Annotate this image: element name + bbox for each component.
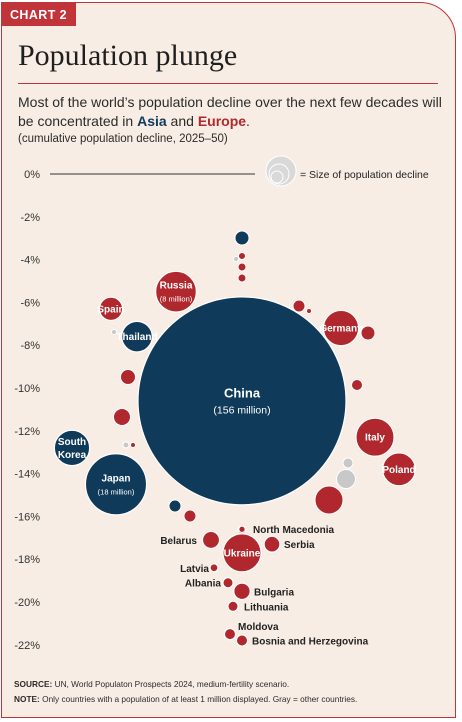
country-label: Lithuania [244, 602, 289, 613]
y-tick-label: 0% [24, 169, 40, 181]
country-label: Albania [185, 579, 222, 590]
y-tick-label: -12% [14, 426, 40, 438]
country-bubble [234, 230, 250, 246]
country-label: Spain [97, 304, 124, 315]
country-bubble [121, 320, 153, 353]
chart-notes: SOURCE: UN, World Populaton Prospects 20… [14, 677, 444, 707]
subtitle-europe: Europe [197, 113, 247, 129]
footnote: NOTE: Only countries with a population o… [14, 694, 358, 704]
country-label: Bosnia and Herzegovina [252, 637, 369, 648]
y-tick-label: -8% [20, 340, 40, 352]
y-tick-label: -16% [14, 511, 40, 523]
country-label: Thailand [116, 332, 157, 343]
country-label: Korea [58, 450, 87, 461]
country-label: Serbia [284, 540, 315, 551]
country-bubble [322, 309, 360, 347]
unit-note: (cumulative population decline, 2025–50) [18, 133, 228, 145]
country-bubble [238, 525, 246, 534]
country-bubble [84, 453, 148, 516]
subtitle-and: and [166, 113, 198, 129]
subtitle-text-1: Most of the world’s population decline o… [18, 94, 442, 129]
y-tick-label: -18% [14, 554, 40, 566]
y-tick-label: -20% [14, 597, 40, 609]
country-bubble [183, 509, 197, 523]
country-bubble [111, 329, 117, 335]
y-tick-label: -2% [20, 212, 40, 224]
country-bubble [342, 457, 354, 469]
country-label: North Macedonia [253, 525, 335, 536]
country-label: Russia [160, 281, 193, 292]
chart-subtitle: Most of the world’s population decline o… [18, 93, 443, 131]
country-bubble [168, 499, 182, 513]
country-bubble [209, 563, 219, 573]
country-bubble [233, 256, 239, 262]
y-tick-label: -14% [14, 469, 40, 481]
y-tick-label: -6% [20, 297, 40, 309]
country-bubble [137, 296, 347, 506]
country-label: Japan [102, 473, 131, 484]
legend-label: = Size of population decline [300, 169, 429, 181]
country-label: Italy [365, 433, 385, 444]
y-tick-label: -4% [20, 255, 40, 267]
country-label: Poland [382, 465, 415, 476]
country-value-label: (8 million) [160, 295, 193, 304]
country-bubble [306, 308, 312, 314]
country-bubble [222, 533, 262, 573]
country-bubble [201, 530, 221, 550]
country-bubble [360, 325, 376, 341]
country-bubble [355, 417, 395, 457]
country-label: Bulgaria [254, 587, 294, 598]
country-bubble [237, 273, 247, 283]
country-bubble [130, 442, 136, 448]
country-bubble [155, 270, 197, 313]
chart-card: CHART 2 Population plunge Most of the wo… [1, 2, 456, 718]
country-bubble [235, 634, 249, 647]
country-bubble [314, 485, 344, 515]
country-bubble [238, 252, 246, 260]
country-bubble [351, 379, 363, 391]
y-tick-label: -10% [14, 383, 40, 395]
chart-tag: CHART 2 [2, 3, 76, 26]
country-label: Belarus [160, 536, 197, 547]
country-bubble [237, 262, 247, 272]
country-label: South [58, 437, 86, 448]
bubble-chart: 0% -2% -4% -6% -8% -10% -12% -14% -16% -18% -20% -2… [14, 155, 429, 652]
y-tick-label: -22% [14, 640, 40, 652]
country-bubble [233, 582, 251, 601]
country-bubble [292, 299, 306, 313]
chart-title: Population plunge [18, 39, 238, 72]
country-label: Ukraine [224, 548, 261, 559]
country-bubble [113, 408, 131, 426]
country-bubble [98, 296, 124, 322]
country-value-label: (156 million) [213, 404, 270, 416]
country-bubble [336, 469, 356, 489]
country-label: Germany [319, 324, 363, 335]
country-label: China [224, 385, 261, 400]
country-bubble [263, 535, 281, 553]
country-bubble [223, 627, 237, 641]
country-bubble [122, 441, 130, 449]
title-rule [18, 83, 438, 84]
legend-circle-small [270, 170, 284, 184]
country-label: Latvia [180, 564, 209, 575]
country-bubble [222, 577, 234, 589]
subtitle-end: . [246, 113, 250, 129]
country-bubble [381, 452, 417, 487]
country-bubble [53, 429, 91, 467]
subtitle-asia: Asia [137, 113, 167, 129]
source-note: SOURCE: UN, World Populaton Prospects 20… [14, 679, 290, 689]
country-bubble [120, 369, 136, 385]
country-bubble [227, 600, 239, 612]
country-value-label: (18 million) [98, 487, 135, 496]
country-label: Moldova [238, 622, 279, 633]
